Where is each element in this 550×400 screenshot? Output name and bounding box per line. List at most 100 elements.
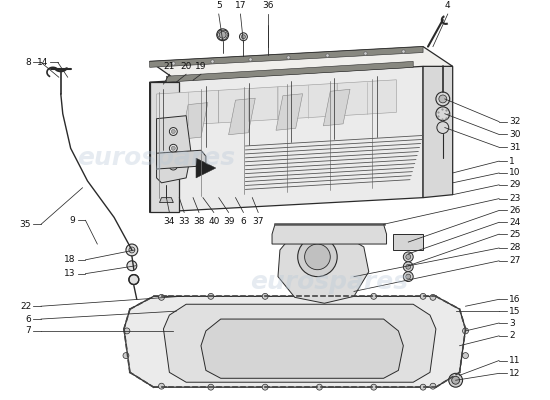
Text: 31: 31 (509, 143, 520, 152)
Polygon shape (150, 47, 423, 67)
Circle shape (123, 353, 129, 358)
Circle shape (403, 262, 413, 272)
Text: 18: 18 (64, 255, 75, 264)
Circle shape (169, 128, 177, 136)
Text: 30: 30 (509, 130, 520, 139)
Circle shape (430, 294, 436, 300)
Text: 3: 3 (509, 318, 515, 328)
Polygon shape (278, 83, 337, 119)
Polygon shape (423, 66, 453, 198)
Polygon shape (157, 150, 206, 169)
Text: 26: 26 (509, 206, 520, 215)
Text: 34: 34 (164, 217, 175, 226)
Text: 13: 13 (64, 269, 75, 278)
Text: 9: 9 (70, 216, 75, 225)
Polygon shape (167, 62, 413, 82)
Circle shape (316, 384, 322, 390)
Polygon shape (272, 224, 387, 244)
Text: 5: 5 (216, 1, 222, 10)
Polygon shape (124, 296, 465, 387)
Circle shape (436, 107, 450, 121)
Polygon shape (150, 82, 179, 212)
Circle shape (219, 31, 226, 38)
Circle shape (305, 244, 331, 270)
Text: 19: 19 (195, 62, 207, 71)
Circle shape (420, 293, 426, 299)
Polygon shape (163, 304, 436, 382)
Circle shape (169, 144, 177, 152)
Text: 36: 36 (262, 1, 274, 10)
Text: 28: 28 (509, 244, 520, 252)
Circle shape (316, 293, 322, 299)
Text: 38: 38 (193, 217, 205, 226)
Text: 14: 14 (37, 58, 48, 67)
Circle shape (262, 293, 268, 299)
Text: 22: 22 (20, 302, 31, 311)
Circle shape (158, 294, 164, 300)
Circle shape (406, 274, 411, 279)
Polygon shape (196, 158, 216, 178)
Circle shape (172, 164, 175, 168)
Polygon shape (157, 90, 219, 126)
Circle shape (437, 122, 449, 134)
Text: 25: 25 (509, 230, 520, 239)
Circle shape (436, 92, 450, 106)
Text: 24: 24 (509, 218, 520, 227)
Polygon shape (337, 80, 397, 116)
Circle shape (452, 376, 460, 384)
Text: 17: 17 (235, 1, 246, 10)
Text: 37: 37 (252, 217, 264, 226)
Circle shape (239, 33, 248, 41)
Polygon shape (393, 234, 423, 250)
Text: 6: 6 (240, 217, 246, 226)
Text: 7: 7 (25, 326, 31, 336)
Circle shape (124, 328, 130, 334)
Circle shape (449, 373, 463, 387)
Polygon shape (219, 87, 278, 123)
Circle shape (208, 293, 214, 299)
Text: 12: 12 (509, 369, 520, 378)
Text: 10: 10 (509, 168, 520, 178)
Circle shape (371, 293, 377, 299)
Text: 4: 4 (445, 1, 450, 10)
Circle shape (129, 275, 139, 284)
Text: 16: 16 (509, 295, 520, 304)
Polygon shape (181, 103, 208, 139)
Circle shape (439, 95, 447, 103)
Text: 2: 2 (509, 331, 515, 340)
Circle shape (217, 29, 229, 41)
Circle shape (208, 384, 214, 390)
Polygon shape (160, 198, 173, 202)
Text: 35: 35 (20, 220, 31, 229)
Circle shape (262, 384, 268, 390)
Circle shape (126, 244, 138, 256)
Text: 29: 29 (509, 180, 520, 189)
Circle shape (129, 247, 135, 253)
Circle shape (298, 237, 337, 277)
Circle shape (406, 264, 411, 269)
Polygon shape (229, 98, 255, 135)
Polygon shape (278, 232, 369, 303)
Text: 11: 11 (509, 356, 520, 365)
Polygon shape (150, 66, 423, 212)
Circle shape (403, 272, 413, 282)
Polygon shape (276, 94, 303, 130)
Circle shape (420, 384, 426, 390)
Text: eurospares: eurospares (250, 270, 408, 294)
Text: 1: 1 (509, 157, 515, 166)
Polygon shape (323, 89, 350, 126)
Text: 23: 23 (509, 194, 520, 203)
Text: 33: 33 (178, 217, 190, 226)
Circle shape (463, 328, 469, 334)
Text: 8: 8 (25, 58, 31, 67)
Text: 39: 39 (223, 217, 234, 226)
Circle shape (172, 146, 175, 150)
Circle shape (158, 383, 164, 389)
Circle shape (430, 383, 436, 389)
Circle shape (127, 261, 137, 271)
Text: eurospares: eurospares (78, 146, 235, 170)
Circle shape (463, 353, 469, 358)
Text: 20: 20 (180, 62, 192, 71)
Circle shape (406, 254, 411, 259)
Text: 40: 40 (208, 217, 219, 226)
